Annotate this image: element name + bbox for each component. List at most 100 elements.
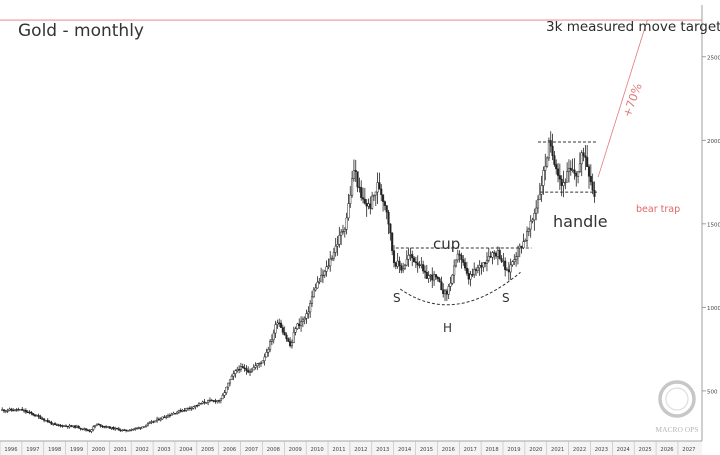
x-tick-label: 2018 [485, 447, 498, 453]
x-tick-label: 2006 [223, 447, 236, 453]
x-tick-label: 2027 [682, 447, 695, 453]
candle-body [447, 286, 450, 295]
x-tick-label: 2008 [267, 447, 280, 453]
candle-body [363, 198, 366, 204]
candle-body [77, 425, 80, 429]
candle-body [46, 420, 49, 423]
candle-body [84, 428, 88, 431]
candle-body [207, 400, 210, 403]
candle-body [159, 418, 162, 421]
candle-body [241, 366, 244, 369]
candle-body [148, 422, 151, 424]
candle-body [90, 429, 93, 432]
chart-title: Gold - monthly [18, 21, 144, 41]
candle-body [454, 259, 458, 267]
candle-body [376, 182, 379, 193]
candle-body [81, 428, 84, 430]
candle-body [538, 194, 541, 201]
candle-body [2, 409, 6, 412]
candle-body [254, 365, 257, 368]
candle-body [135, 427, 139, 430]
candle-body [92, 426, 95, 430]
candle-body [405, 258, 408, 266]
candle-body [26, 411, 29, 413]
candle-body [371, 195, 374, 209]
candle-body [309, 303, 312, 313]
candle-body [396, 260, 399, 267]
candle-body [114, 427, 117, 430]
price-axis-ticks: 500 1000 1500 2000 2500 [702, 55, 720, 395]
candle-body [573, 169, 576, 174]
candle-body [192, 406, 195, 409]
candle-body [347, 203, 350, 219]
candle-body [413, 257, 416, 263]
target-label: 3k measured move target [546, 19, 720, 35]
candle-body [487, 256, 490, 261]
candle-body [485, 259, 489, 264]
candle-body [8, 408, 11, 411]
candle-body [236, 369, 239, 371]
x-tick-label: 1996 [4, 447, 17, 453]
candle-body [12, 409, 15, 412]
candle-body [484, 262, 487, 264]
candle-body [422, 264, 425, 272]
candle-body [407, 255, 410, 260]
candle-body [312, 289, 315, 298]
candle-body [336, 244, 339, 247]
candle-body [105, 426, 108, 428]
candle-body [281, 327, 284, 333]
candle-body [230, 375, 233, 380]
candle-body [345, 217, 348, 230]
candle-body [259, 362, 263, 365]
candle-body [436, 276, 439, 280]
candle-body [383, 201, 386, 206]
x-tick-label: 2023 [595, 447, 608, 453]
candle-body [234, 370, 237, 374]
candle-body [227, 382, 230, 388]
candle-body [365, 203, 368, 207]
pattern-annotations [0, 19, 702, 306]
candle-body [252, 367, 255, 371]
candle-body [1, 409, 4, 411]
candle-body [527, 228, 530, 232]
candle-body [549, 140, 552, 147]
candle-body [352, 170, 355, 180]
candle-body [558, 175, 561, 180]
candle-body [112, 427, 115, 430]
candle-body [464, 262, 467, 269]
candle-body [411, 254, 414, 259]
candle-body [553, 155, 556, 165]
candle-body [449, 282, 452, 287]
candle-body [423, 270, 427, 273]
candle-body [502, 260, 505, 263]
candle-body [165, 416, 168, 419]
candle-body [203, 401, 206, 404]
candle-body [197, 403, 201, 406]
candle-body [185, 408, 188, 411]
x-tick-label: 1999 [70, 447, 83, 453]
candle-body [115, 427, 119, 430]
candle-body [531, 219, 534, 222]
candle-body [496, 250, 499, 257]
candle-body [372, 194, 376, 197]
logo-ring-icon [658, 380, 696, 418]
candle-body [544, 165, 547, 171]
candle-body [145, 424, 148, 427]
candle-body [460, 255, 463, 260]
candle-body [566, 171, 569, 183]
candle-body [482, 262, 485, 268]
candle-body [307, 311, 310, 314]
candle-body [320, 274, 323, 282]
x-tick-label: 2002 [136, 447, 149, 453]
candle-body [176, 411, 179, 414]
candle-body [509, 264, 512, 273]
candle-body [354, 170, 357, 172]
candle-body [17, 409, 20, 411]
candle-body [321, 274, 324, 277]
candle-body [243, 367, 246, 369]
candle-body [86, 429, 89, 432]
candle-body [402, 268, 405, 271]
candle-body [278, 322, 281, 324]
candle-body [505, 269, 509, 271]
candle-body [535, 207, 538, 214]
